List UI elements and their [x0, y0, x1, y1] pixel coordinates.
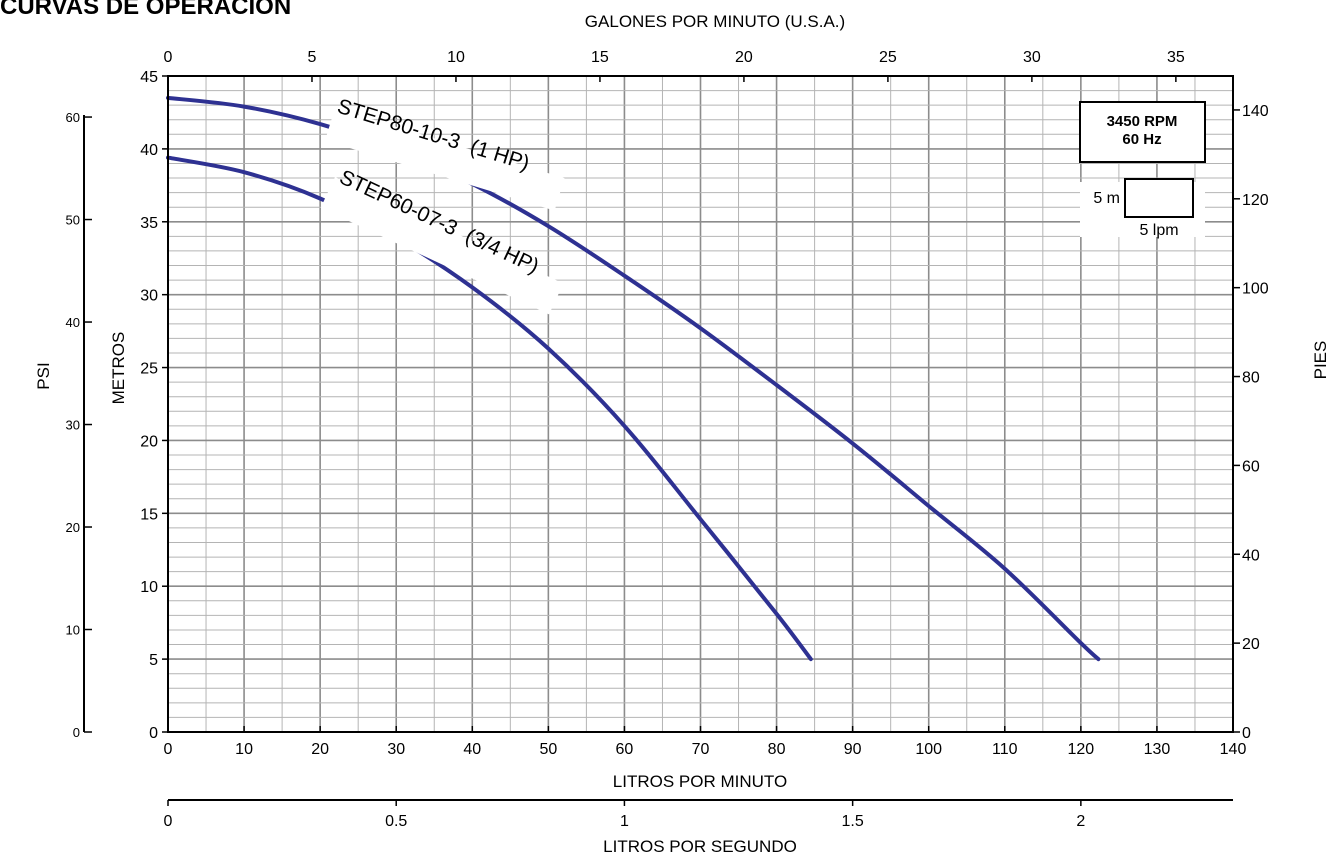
top-axis-title: GALONES POR MINUTO (U.S.A.)	[585, 12, 845, 31]
bottom-tick-label-0: 0	[164, 741, 173, 758]
psi-axis-ticks: 0 10 20 30 40 50 60	[66, 110, 92, 740]
info-hz: 60 Hz	[1122, 131, 1161, 148]
top-tick-label-30: 30	[1023, 49, 1041, 66]
lps-axis-ticks: 0 0.5 1 1.5 2	[164, 800, 1085, 830]
scale-box: 5 m 5 lpm	[1080, 178, 1205, 239]
grid	[168, 76, 1233, 732]
series-line-step60-07-3	[166, 155, 813, 662]
top-tick-label-15: 15	[591, 49, 609, 66]
psi-tick-label-20: 20	[66, 520, 80, 535]
series-line-step80-10-3	[166, 95, 1101, 662]
bottom-tick-label-60: 60	[616, 741, 634, 758]
top-tick-label-20: 20	[735, 49, 753, 66]
lps-tick-label-0.5: 0.5	[385, 813, 407, 830]
lps-tick-label-2: 2	[1076, 813, 1085, 830]
bottom-tick-label-30: 30	[387, 741, 405, 758]
psi-tick-label-30: 30	[66, 418, 80, 433]
psi-axis-title: PSI	[34, 362, 53, 389]
bottom-tick-label-140: 140	[1220, 741, 1247, 758]
psi-tick-label-60: 60	[66, 110, 80, 125]
top-axis-ticks: 0 5 10 15 20 25 30 35	[164, 49, 1185, 82]
psi-tick-label-40: 40	[66, 315, 80, 330]
left-axis-ticks: 0 5 10 15 20 25 30 35 40 45	[140, 69, 168, 742]
right-tick-label-20: 20	[1242, 636, 1260, 653]
left-tick-label-20: 20	[140, 433, 158, 450]
bottom-axis-ticks: 0 10 20 30 40 50 60 70 80 90 100 110 120 130 140	[164, 726, 1247, 758]
top-tick-label-0: 0	[164, 49, 173, 66]
right-tick-label-60: 60	[1242, 458, 1260, 475]
left-axis-title: METROS	[109, 332, 128, 405]
psi-tick-label-50: 50	[66, 213, 80, 228]
left-tick-label-0: 0	[149, 725, 158, 742]
left-tick-label-30: 30	[140, 288, 158, 305]
right-tick-label-0: 0	[1242, 725, 1251, 742]
lps-tick-label-1: 1	[620, 813, 629, 830]
bottom-tick-label-90: 90	[844, 741, 862, 758]
left-tick-label-10: 10	[140, 579, 158, 596]
left-tick-label-35: 35	[140, 215, 158, 232]
right-tick-label-80: 80	[1242, 370, 1260, 387]
psi-tick-label-10: 10	[66, 623, 80, 638]
bottom-axis-title: LITROS POR MINUTO	[613, 772, 787, 791]
left-tick-label-45: 45	[140, 69, 158, 86]
top-tick-label-5: 5	[308, 49, 317, 66]
left-tick-label-15: 15	[140, 506, 158, 523]
psi-tick-label-0: 0	[73, 725, 80, 740]
bottom-tick-label-80: 80	[768, 741, 786, 758]
left-tick-label-25: 25	[140, 361, 158, 378]
scale-x-label: 5 lpm	[1139, 222, 1178, 239]
plot-frame	[167, 75, 1234, 733]
right-tick-label-120: 120	[1242, 192, 1269, 209]
bottom-tick-label-10: 10	[235, 741, 253, 758]
bottom-tick-label-130: 130	[1144, 741, 1171, 758]
info-box: 3450 RPM 60 Hz	[1079, 101, 1206, 163]
bottom-tick-label-110: 110	[992, 741, 1018, 758]
bottom-tick-label-70: 70	[692, 741, 710, 758]
bottom-tick-label-20: 20	[311, 741, 329, 758]
scale-y-label: 5 m	[1093, 190, 1120, 207]
bottom-tick-label-40: 40	[463, 741, 481, 758]
right-tick-label-140: 140	[1242, 103, 1269, 120]
lps-axis-title: LITROS POR SEGUNDO	[603, 837, 797, 856]
info-rpm: 3450 RPM	[1107, 113, 1178, 130]
lps-tick-label-0: 0	[164, 813, 173, 830]
bottom-tick-label-120: 120	[1068, 741, 1095, 758]
left-tick-label-40: 40	[140, 142, 158, 159]
top-tick-label-25: 25	[879, 49, 897, 66]
left-tick-label-5: 5	[149, 652, 158, 669]
right-tick-label-40: 40	[1242, 547, 1260, 564]
chart-title: CURVAS DE OPERACIÓN	[0, 0, 291, 20]
right-tick-label-100: 100	[1242, 281, 1269, 298]
top-tick-label-10: 10	[447, 49, 465, 66]
right-axis-title: PIES	[1311, 341, 1330, 380]
right-axis-ticks: 0 20 40 60 80 100 120 140	[1233, 103, 1269, 742]
bottom-tick-label-100: 100	[915, 741, 942, 758]
top-tick-label-35: 35	[1167, 49, 1185, 66]
bottom-tick-label-50: 50	[539, 741, 557, 758]
series-lines	[166, 95, 1101, 662]
lps-tick-label-1.5: 1.5	[842, 813, 864, 830]
